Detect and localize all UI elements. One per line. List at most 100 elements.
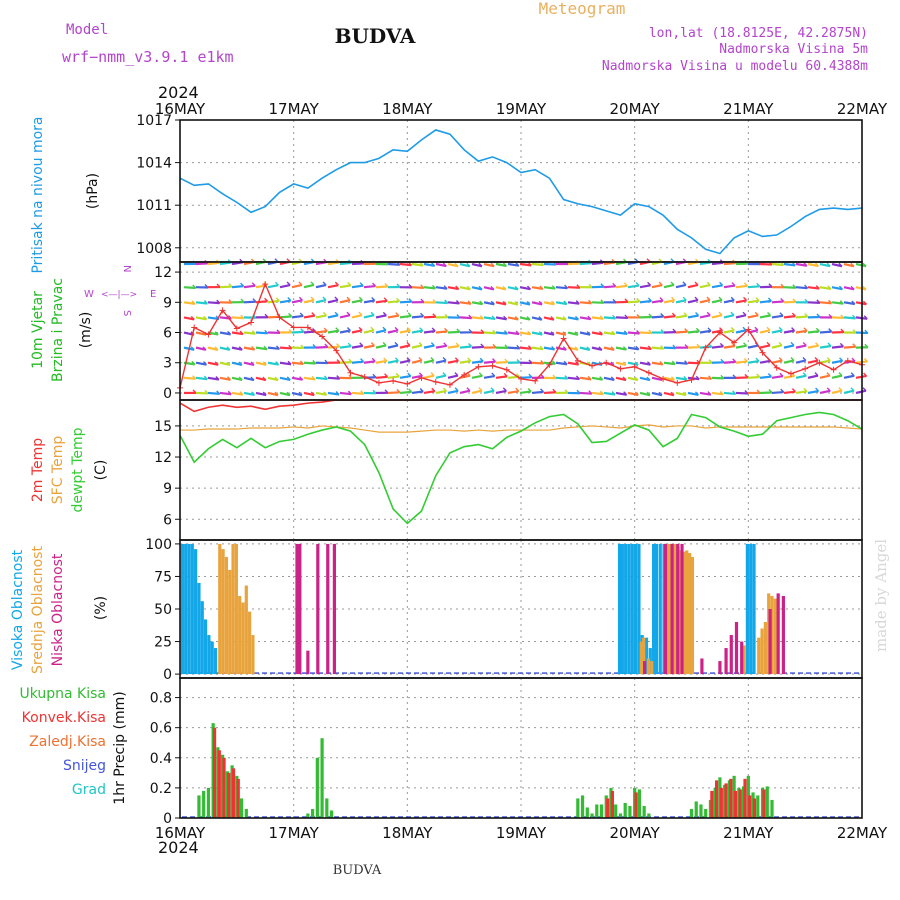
wind-barb-tip <box>431 327 436 332</box>
wind-barb-tip <box>310 296 315 301</box>
wind-barb-tip <box>503 315 508 320</box>
bar-total_rain <box>694 801 698 818</box>
date-label-bottom: 21MAY <box>723 824 774 842</box>
wind-barb-tip <box>359 342 364 347</box>
wind-barb-tip <box>838 285 843 290</box>
wind-barb-tip <box>334 311 339 316</box>
compass-east: E <box>150 289 156 300</box>
wind-barb <box>315 376 328 381</box>
wind-barb <box>639 299 652 304</box>
bar-total_rain <box>628 805 632 818</box>
wind-barb <box>363 344 375 349</box>
wind-barb <box>591 376 603 381</box>
wind-barb <box>831 316 844 320</box>
wind-barb-tip <box>346 296 351 301</box>
wind-barb-tip <box>250 361 255 366</box>
wind-speed-marker <box>589 362 596 369</box>
wind-barb <box>711 261 724 266</box>
wind-barb-tip <box>455 342 460 347</box>
wind-barb <box>855 389 867 395</box>
wind-barb <box>723 314 735 319</box>
wind-barb-tip <box>383 297 388 302</box>
wind-barb-tip <box>659 360 664 365</box>
wind-barb-tip <box>742 311 747 316</box>
bar-low_cloud <box>718 661 722 675</box>
bar-low_cloud <box>306 650 310 675</box>
wind-barb <box>771 329 783 334</box>
wind-barb-tip <box>516 344 521 349</box>
wind-speed-marker <box>446 381 453 388</box>
bar-conv_rain <box>212 727 217 818</box>
wind-barb <box>195 346 207 351</box>
wind-barb-tip <box>766 341 771 346</box>
wind-barb-tip <box>670 281 675 286</box>
cloud-title-high: Visoka Oblacnost <box>10 549 26 670</box>
wind-barb-tip <box>442 357 447 362</box>
wind-barb <box>699 298 711 304</box>
wind-barb <box>219 261 232 266</box>
bar-low_cloud <box>316 543 320 675</box>
wind-barb-tip <box>804 313 809 318</box>
wind-barb <box>651 376 663 382</box>
bar-conv_rain <box>227 772 231 818</box>
y-tick-label: 12 <box>154 450 172 466</box>
bar-total_rain <box>315 757 319 818</box>
wind-barb-tip <box>336 343 341 348</box>
wind-barb-tip <box>623 282 628 287</box>
wind-barb <box>315 345 328 349</box>
panel-temperature: 6 9 12 15 2m Temp SFC Temp dewpt Temp (C) <box>30 399 863 541</box>
wind-barb-tip <box>778 326 783 331</box>
bar-high_cloud <box>194 549 198 675</box>
wind-barb <box>663 283 675 289</box>
wind-barb <box>267 376 279 382</box>
wind-barb-tip <box>312 343 317 348</box>
wind-barb <box>663 299 675 304</box>
wind-barb <box>459 286 471 291</box>
wind-speed-marker <box>333 347 340 354</box>
wind-barb-tip <box>802 342 807 347</box>
wind-barb <box>435 344 447 349</box>
wind-speed-marker <box>404 380 411 387</box>
wind-barb-tip <box>610 361 615 366</box>
wind-barb <box>747 314 759 319</box>
wind-barb <box>447 330 460 334</box>
wind-barb-tip <box>502 285 507 290</box>
wind-barb-tip <box>227 330 232 335</box>
wind-barb <box>831 286 843 291</box>
wind-barb-tip <box>466 387 471 392</box>
temp-title-2m: 2m Temp <box>30 438 46 502</box>
wind-barb <box>591 331 603 336</box>
wind-barb-tip <box>599 376 604 381</box>
wind-barb <box>555 331 567 336</box>
wind-barb <box>291 314 304 319</box>
wind-barb <box>459 345 472 349</box>
wind-barb <box>315 298 327 304</box>
wind-barb-tip <box>670 376 675 381</box>
bar-high_cloud <box>749 543 753 675</box>
wind-barb <box>375 359 387 364</box>
bar-mid_cloud <box>650 661 654 675</box>
bar-low_cloud <box>326 543 330 675</box>
wind-barb-tip <box>720 374 725 379</box>
wind-barb-tip <box>732 390 737 395</box>
date-label-top: 16MAY <box>155 100 206 118</box>
wind-barb <box>711 284 723 289</box>
wind-barb-tip <box>432 299 437 304</box>
wind-barb-tip <box>587 315 592 320</box>
wind-barb <box>579 301 592 305</box>
wind-barb <box>783 390 796 395</box>
wind-barb <box>231 285 244 289</box>
wind-barb <box>255 300 268 304</box>
wind-barb <box>567 361 579 366</box>
wind-barb <box>519 331 531 336</box>
wind-barb-tip <box>251 330 256 335</box>
wind-barb <box>423 315 436 319</box>
wind-barb-tip <box>864 329 869 334</box>
wind-barb-tip <box>744 373 749 378</box>
wind-barb <box>483 374 495 379</box>
location-label: lon,lat (18.8125E, 42.2875N) <box>649 26 868 41</box>
panels-group: 16MAY 16MAY 17MAY 17MAY 18MAY 18MAY 19MAY 19MAY… <box>10 100 888 842</box>
bar-high_cloud <box>658 543 662 675</box>
wind-barb <box>387 300 400 304</box>
bar-total_rain <box>239 798 244 818</box>
